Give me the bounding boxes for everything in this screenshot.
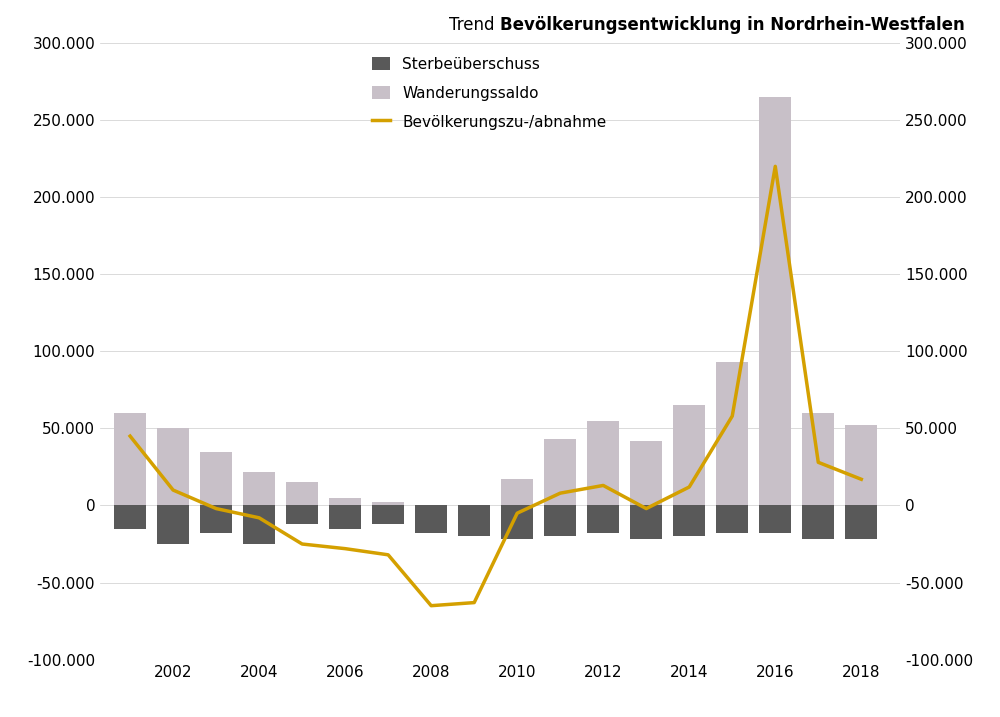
- Bevölkerungszu-/abnahme: [468, 598, 480, 607]
- Bar: [716, 362, 748, 505]
- Bar: [200, 505, 232, 533]
- Bar: [458, 505, 490, 536]
- Bar: [200, 452, 232, 505]
- Bar: [458, 505, 490, 536]
- Bar: [673, 405, 705, 505]
- Bevölkerungszu-/abnahme: [253, 513, 265, 522]
- Bevölkerungszu-/abnahme: [425, 602, 437, 610]
- Bevölkerungszu-/abnahme: [769, 162, 781, 171]
- Bar: [372, 505, 404, 524]
- Bevölkerungszu-/abnahme: [296, 540, 308, 549]
- Bevölkerungszu-/abnahme: [597, 481, 609, 490]
- Bar: [759, 97, 791, 505]
- Bar: [587, 421, 619, 505]
- Bevölkerungszu-/abnahme: [812, 458, 824, 467]
- Bar: [243, 472, 275, 505]
- Bar: [243, 505, 275, 544]
- Line: Bevölkerungszu-/abnahme: Bevölkerungszu-/abnahme: [130, 166, 861, 606]
- Bar: [329, 498, 361, 505]
- Bar: [501, 479, 533, 505]
- Bar: [544, 440, 576, 505]
- Bar: [845, 505, 877, 539]
- Text: Bevölkerungsentwicklung in Nordrhein-Westfalen: Bevölkerungsentwicklung in Nordrhein-Wes…: [500, 16, 965, 34]
- Bar: [802, 413, 834, 505]
- Bar: [501, 505, 533, 539]
- Bar: [157, 505, 189, 544]
- Bar: [157, 429, 189, 505]
- Text: Trend: Trend: [449, 16, 500, 34]
- Bar: [415, 505, 447, 528]
- Bar: [544, 505, 576, 536]
- Bar: [845, 425, 877, 505]
- Bevölkerungszu-/abnahme: [339, 544, 351, 553]
- Bar: [673, 505, 705, 536]
- Bevölkerungszu-/abnahme: [554, 489, 566, 498]
- Bevölkerungszu-/abnahme: [640, 504, 652, 513]
- Bar: [415, 505, 447, 533]
- Bar: [587, 505, 619, 533]
- Bevölkerungszu-/abnahme: [511, 509, 523, 518]
- Bar: [630, 505, 662, 539]
- Bevölkerungszu-/abnahme: [167, 486, 179, 495]
- Bevölkerungszu-/abnahme: [210, 504, 222, 513]
- Bar: [286, 505, 318, 524]
- Bar: [759, 505, 791, 533]
- Bar: [286, 483, 318, 505]
- Bevölkerungszu-/abnahme: [382, 551, 394, 559]
- Bar: [630, 441, 662, 505]
- Bar: [802, 505, 834, 539]
- Bevölkerungszu-/abnahme: [726, 412, 738, 420]
- Bar: [716, 505, 748, 533]
- Bevölkerungszu-/abnahme: [124, 432, 136, 440]
- Bar: [114, 505, 146, 528]
- Bar: [329, 505, 361, 528]
- Bar: [114, 413, 146, 505]
- Bevölkerungszu-/abnahme: [683, 483, 695, 491]
- Bar: [372, 503, 404, 505]
- Bevölkerungszu-/abnahme: [855, 475, 867, 483]
- Legend: Sterbeüberschuss, Wanderungssaldo, Bevölkerungszu-/abnahme: Sterbeüberschuss, Wanderungssaldo, Bevöl…: [372, 57, 606, 130]
